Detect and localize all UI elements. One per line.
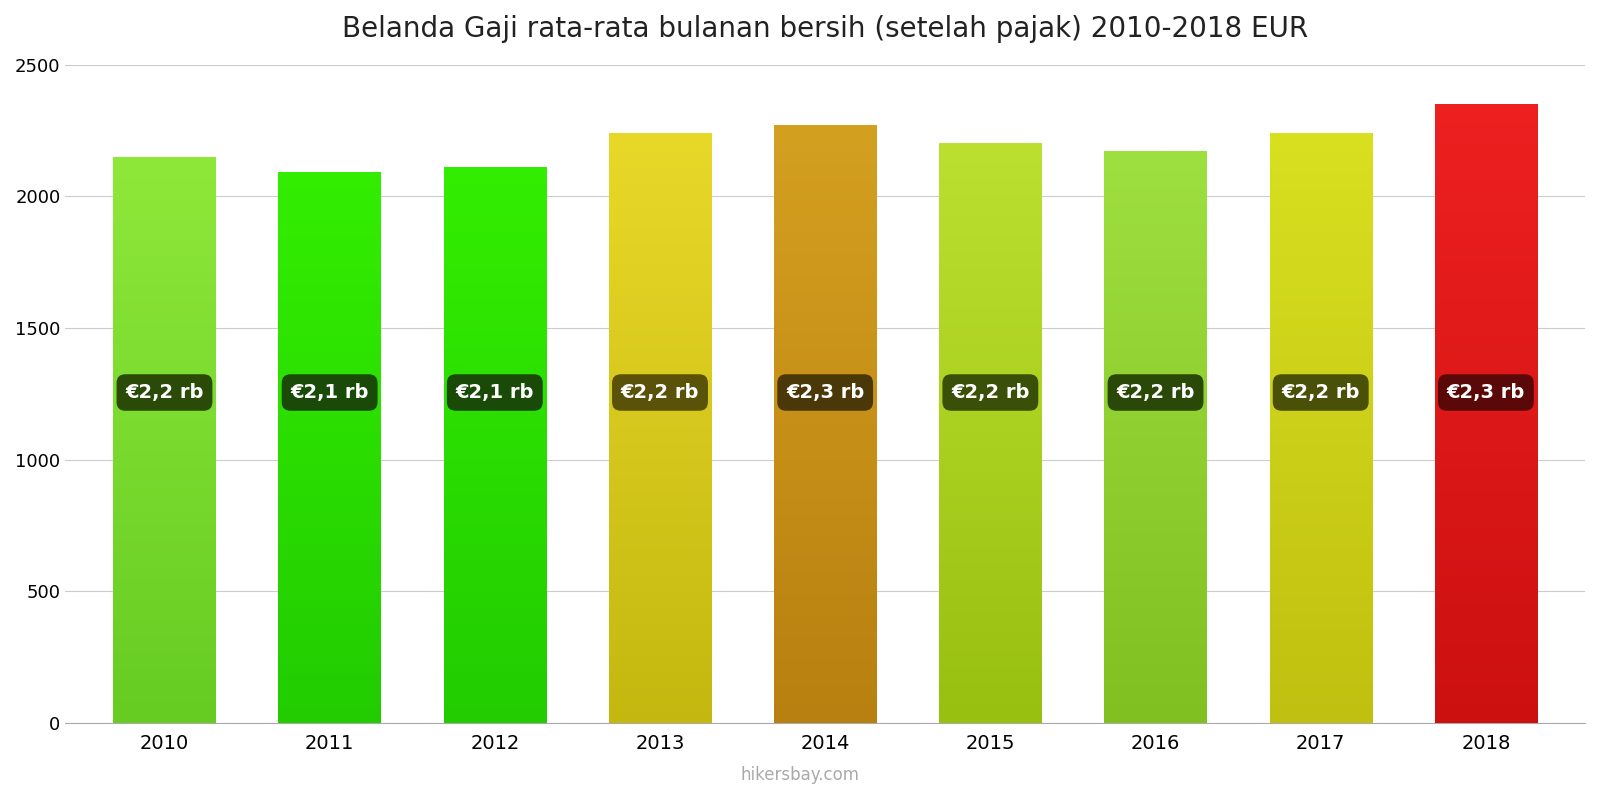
Text: €2,2 rb: €2,2 rb — [125, 383, 203, 402]
Text: €2,2 rb: €2,2 rb — [621, 383, 699, 402]
Text: €2,1 rb: €2,1 rb — [456, 383, 534, 402]
Text: €2,2 rb: €2,2 rb — [1117, 383, 1195, 402]
Text: hikersbay.com: hikersbay.com — [741, 766, 859, 784]
Text: €2,1 rb: €2,1 rb — [291, 383, 370, 402]
Text: €2,3 rb: €2,3 rb — [786, 383, 864, 402]
Title: Belanda Gaji rata-rata bulanan bersih (setelah pajak) 2010-2018 EUR: Belanda Gaji rata-rata bulanan bersih (s… — [342, 15, 1309, 43]
Text: €2,3 rb: €2,3 rb — [1446, 383, 1525, 402]
Text: €2,2 rb: €2,2 rb — [1282, 383, 1360, 402]
Text: €2,2 rb: €2,2 rb — [950, 383, 1029, 402]
